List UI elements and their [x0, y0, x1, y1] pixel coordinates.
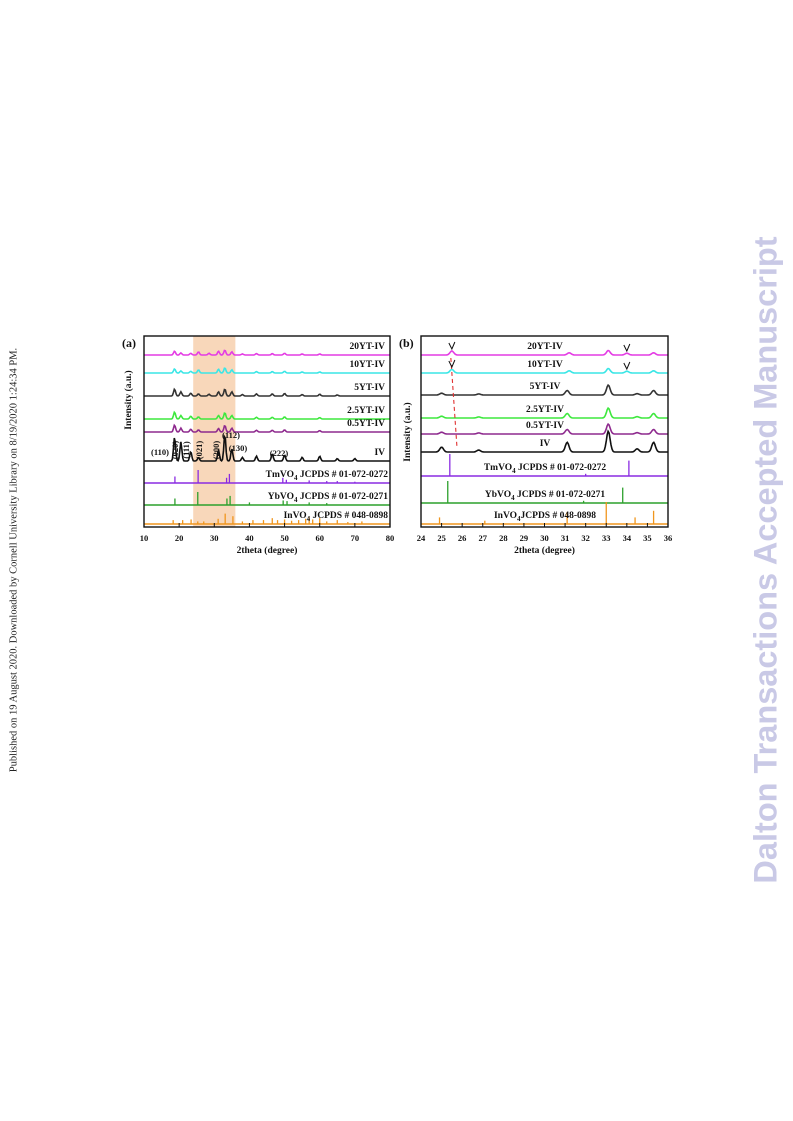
xrd-series-trace [144, 367, 390, 374]
x-tick-label: 30 [540, 533, 549, 543]
x-tick-label: 34 [623, 533, 632, 543]
shift-guide-line [450, 357, 458, 449]
x-tick-label: 30 [210, 533, 219, 543]
reference-label: TmVO4 JCPDS # 01-072-0272 [266, 470, 389, 482]
series-label: IV [374, 448, 385, 458]
miller-index-label: (130) [229, 443, 248, 453]
miller-index-label: (222) [270, 448, 289, 458]
series-label: 0.5YT-IV [526, 421, 564, 431]
miller-index-label: (021) [194, 441, 204, 460]
panel-label: (b) [399, 336, 414, 350]
x-tick-label: 80 [386, 533, 395, 543]
peak-arrow-icon [623, 343, 631, 353]
panel-label: (a) [122, 336, 136, 350]
miller-index-label: (111) [181, 441, 191, 459]
series-label: 5YT-IV [530, 382, 561, 392]
xrd-series-trace [421, 367, 668, 374]
reference-label: InVO4JCPDS # 048-0898 [494, 511, 596, 523]
plot-frame [143, 335, 391, 528]
xrd-series-trace [144, 387, 390, 397]
x-tick-label: 25 [437, 533, 446, 543]
x-tick-label: 36 [664, 533, 673, 543]
x-tick-label: 10 [140, 533, 149, 543]
x-tick-label: 29 [520, 533, 529, 543]
reference-label-name: InVO [284, 511, 307, 521]
x-tick-label: 27 [479, 533, 488, 543]
reference-label-jcpds: JCPDS # 01-072-0272 [297, 470, 388, 480]
reference-label-name: YbVO [485, 490, 511, 500]
series-label: 2.5YT-IV [526, 405, 564, 415]
series-label: 20YT-IV [527, 342, 563, 352]
series-label: IV [540, 439, 551, 449]
series-label: 2.5YT-IV [347, 406, 385, 416]
x-tick-label: 24 [417, 533, 426, 543]
x-tick-label: 20 [175, 533, 184, 543]
x-tick-label: 35 [643, 533, 652, 543]
reference-label-name: InVO [494, 511, 517, 521]
miller-index-label: (200) [211, 441, 221, 460]
x-tick-label: 40 [245, 533, 254, 543]
reference-label-subscript: 4 [511, 494, 515, 502]
series-label: 10YT-IV [527, 360, 563, 370]
reference-label: YbVO4 JCPDS # 01-072-0271 [485, 490, 605, 502]
x-axis-label: 2theta (degree) [237, 545, 298, 556]
xrd-series-trace [421, 349, 668, 356]
xrd-series-trace [144, 423, 390, 433]
reference-label-jcpds: JCPDS # 01-072-0271 [297, 492, 388, 502]
series-label: 10YT-IV [349, 360, 385, 370]
reference-label-name: TmVO [484, 463, 512, 473]
miller-index-label: (110) [151, 447, 169, 457]
series-label: 5YT-IV [354, 383, 385, 393]
x-tick-label: 50 [280, 533, 289, 543]
x-tick-label: 32 [581, 533, 590, 543]
xrd-series-trace [144, 410, 390, 420]
xrd-series-trace [421, 422, 668, 435]
xrd-series-trace [421, 406, 668, 419]
x-tick-label: 33 [602, 533, 611, 543]
panel-a: 20YT-IV 10YT-IV 5YT-IV 2.5YT-IV 0.5YT-IV IV Tm… [122, 335, 395, 556]
reference-label-name: TmVO [266, 470, 294, 480]
x-tick-label: 28 [499, 533, 508, 543]
reference-label: YbVO4 JCPDS # 01-072-0271 [268, 492, 388, 504]
miller-index-label: (112) [222, 430, 240, 440]
series-label: 20YT-IV [349, 342, 385, 352]
xrd-series-trace [421, 383, 668, 396]
reference-label-subscript: 4 [517, 515, 521, 523]
x-axis-label: 2theta (degree) [514, 545, 575, 556]
miller-index-label: (020) [170, 441, 180, 460]
peak-arrow-icon [448, 341, 456, 351]
peak-arrow-icon [448, 359, 456, 369]
reference-label-subscript: 4 [294, 496, 298, 504]
reference-label-subscript: 4 [512, 467, 516, 475]
x-tick-label: 60 [315, 533, 324, 543]
reference-label-subscript: 4 [307, 515, 311, 523]
reference-label: InVO4 JCPDS # 048-0898 [284, 511, 389, 523]
y-axis-label: Intensity (a.u.) [402, 402, 413, 461]
xrd-series-trace [144, 349, 390, 356]
x-tick-label: 26 [458, 533, 467, 543]
reference-label-jcpds: JCPDS # 01-072-0272 [516, 463, 607, 473]
x-tick-label: 70 [351, 533, 360, 543]
reference-label-jcpds: JCPDS # 01-072-0271 [515, 490, 606, 500]
reference-label-name: YbVO [268, 492, 294, 502]
reference-label: TmVO4 JCPDS # 01-072-0272 [484, 463, 607, 475]
peak-arrow-icon [623, 361, 631, 371]
series-label: 0.5YT-IV [347, 419, 385, 429]
x-tick-label: 31 [561, 533, 570, 543]
xrd-series-trace [421, 429, 668, 453]
y-axis-label: Intensity (a.u.) [123, 370, 134, 429]
reference-label-subscript: 4 [294, 474, 298, 482]
xrd-series-trace [144, 434, 390, 462]
reference-label-jcpds: JCPDS # 048-0898 [521, 511, 597, 521]
panel-b: 20YT-IV 10YT-IV 5YT-IV 2.5YT-IV 0.5YT-IV IV Tm… [399, 335, 673, 556]
reference-label-jcpds: JCPDS # 048-0898 [310, 511, 388, 521]
